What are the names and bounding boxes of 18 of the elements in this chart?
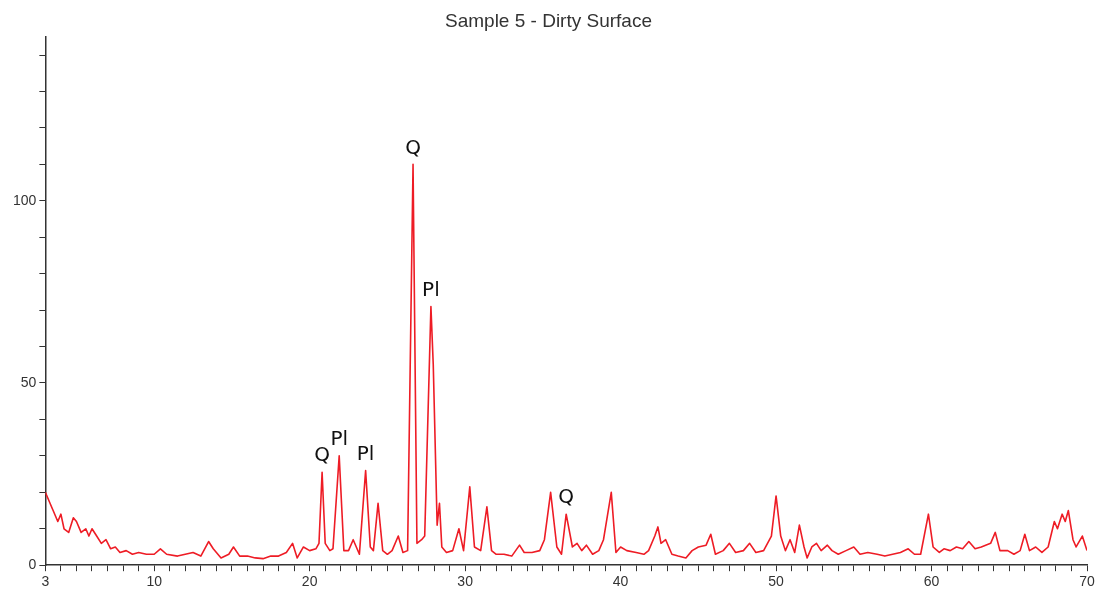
y-tick-label: 100 bbox=[13, 191, 37, 208]
x-tick-label: 3 bbox=[41, 573, 50, 590]
x-tick-label: 10 bbox=[146, 573, 163, 590]
annotation: Pl bbox=[330, 426, 349, 451]
x-tick-label: 30 bbox=[457, 573, 474, 590]
x-tick-label: 40 bbox=[612, 573, 629, 590]
annotation: Pl bbox=[356, 440, 375, 465]
y-tick-label: 0 bbox=[28, 556, 37, 573]
annotation: Pl bbox=[422, 276, 440, 301]
chart-title: Sample 5 - Dirty Surface bbox=[445, 9, 652, 31]
annotation: Q bbox=[558, 484, 575, 509]
y-tick-label: 50 bbox=[20, 373, 37, 390]
x-tick-label: 70 bbox=[1079, 573, 1095, 590]
x-tick-label: 50 bbox=[768, 573, 785, 590]
annotation: Q bbox=[314, 442, 330, 467]
x-tick-label: 60 bbox=[923, 573, 940, 590]
annotation: Q bbox=[405, 134, 421, 159]
x-tick-label: 20 bbox=[301, 573, 318, 590]
